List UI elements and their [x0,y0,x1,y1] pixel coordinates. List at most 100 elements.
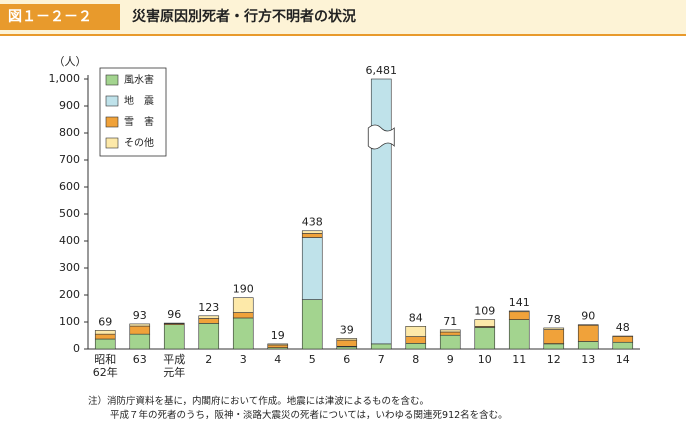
total-label: 109 [474,305,495,318]
bar-segment [405,326,427,337]
y-tick-label: 900 [59,99,80,112]
total-label: 123 [198,301,219,314]
bar-segment [543,327,565,330]
x-tick-label: 6 [343,353,351,366]
y-tick-label: 600 [59,180,80,193]
bar-segment [577,324,599,342]
bar-segment [94,330,116,335]
x-tick-label: 12 [546,353,561,366]
y-tick-label: 200 [59,288,80,301]
y-tick-label: 800 [59,126,80,139]
total-label: 96 [167,308,181,321]
bar-segment [232,317,254,350]
y-tick-label: 700 [59,153,80,166]
x-tick-label: 7 [377,353,385,366]
x-tick-label: 2 [205,353,213,366]
y-tick-label: 500 [59,207,80,220]
bar-segment [439,331,461,336]
y-tick-label: 0 [73,342,80,355]
x-tick-label: 63 [132,353,147,366]
x-tick-label: 3 [239,353,247,366]
x-tick-label: 4 [274,353,282,366]
total-label: 48 [616,321,630,334]
y-tick-label: 300 [59,261,80,274]
legend-label: その他 [124,136,154,149]
total-label: 90 [581,310,595,323]
x-tick-label: 11 [512,353,527,366]
legend-swatch [105,116,119,128]
bar-segment [198,323,220,350]
total-label: 6,481 [366,64,398,77]
bar-segment [301,230,323,234]
total-label: 141 [509,296,530,309]
legend-swatch [105,137,119,149]
bar-segment [336,338,358,341]
total-label: 71 [443,315,457,328]
total-label: 78 [547,313,561,326]
bar-segment [543,329,565,344]
note: 平成７年の死者のうち，阪神・淡路大震災の死者については，いわゆる関連死912名を… [110,410,508,421]
legend-swatch [105,74,119,86]
note: 注）消防庁資料を基に，内閣府において作成。地震には津波によるものを含む。 [88,396,429,407]
bar-segment [508,310,530,313]
bar-segment [543,343,565,350]
bar-segment [474,319,496,327]
bar-segment [232,312,254,319]
total-label: 39 [340,323,354,336]
total-label: 93 [133,309,147,322]
bar-segment [94,333,116,340]
bar-segment [301,233,323,238]
bar-segment [232,297,254,313]
bar-segment [301,237,323,300]
bar-segment [577,341,599,350]
bar-segment [370,343,392,350]
bar-segment [577,324,599,326]
bar-segment [439,329,461,333]
axis-break [367,124,395,150]
bar-segment [267,343,289,346]
total-label: 19 [271,329,285,342]
bar-segment [94,338,116,350]
legend-swatch [105,95,119,107]
bar-segment [198,315,220,319]
bar-segment [474,327,496,350]
bar-segment [163,322,185,324]
bar-segment [267,344,289,348]
legend-label: 風水害 [124,73,154,86]
figure-number: 図１－２－２ [0,4,120,30]
bar-segment [370,78,392,345]
x-tick-label: 平成 元年 [163,353,186,379]
bar-segment [439,334,461,350]
bar-segment [612,341,634,350]
bar-segment [163,324,185,350]
y-unit: （人） [54,55,87,68]
legend-label: 地 震 [124,94,154,107]
bar-segment [612,336,634,343]
bar-segment [508,311,530,320]
bar-segment [405,343,427,350]
total-label: 190 [233,283,254,296]
y-tick-label: 100 [59,315,80,328]
bar-segment [336,339,358,347]
bar-segment [336,346,358,350]
legend-label: 雪 害 [124,115,154,128]
y-tick-label: 400 [59,234,80,247]
bar-segment [301,299,323,350]
bar-segment [129,325,151,335]
bar-segment [508,319,530,350]
bar-segment [129,333,151,350]
bar-segment [129,323,151,327]
total-label: 438 [302,216,323,229]
total-label: 69 [98,315,112,328]
bar-segment [405,336,427,344]
x-tick-label: 9 [446,353,454,366]
x-tick-label: 10 [477,353,492,366]
x-tick-label: 13 [581,353,596,366]
bar-segment [198,318,220,324]
x-tick-label: 5 [308,353,316,366]
x-tick-label: 8 [412,353,420,366]
title: 災害原因別死者・行方不明者の状況 [132,9,356,25]
total-label: 84 [409,311,423,324]
